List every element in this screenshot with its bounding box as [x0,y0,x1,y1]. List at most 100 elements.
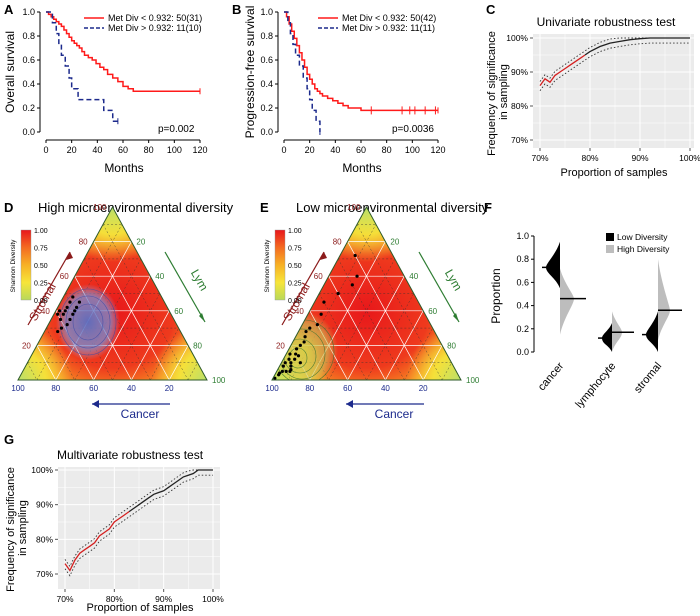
y-axis-label: Frequency of significance in sampling [5,464,29,592]
confidence-band-lower [539,42,690,91]
x-tick-label: 60 [118,145,128,155]
sample-point [296,354,301,358]
stromal-tick-label: 60 [60,272,69,281]
sample-point [59,326,64,330]
lym-tick-label: 100 [212,376,226,385]
ternary-fill [272,207,461,380]
x-tick-label: 40 [330,145,340,155]
legend-swatch-high [606,245,614,253]
lym-tick-label: 60 [174,307,183,316]
legend-tick-label: 0.00 [288,298,302,305]
y-tick-label: 0.0 [22,127,35,137]
y-axis-label: Frequency of significance in sampling [486,28,510,156]
y-axis-label-line: Frequency of significance [486,31,498,156]
corner-glow-right [406,325,461,380]
x-tick-label: 120 [192,145,207,155]
cancer-tick-label: 20 [165,384,174,393]
ternary-grid-line [93,276,151,380]
diversity-legend: Shannon Diversity 1.00 0.75 0.50 0.25 0.00 [264,228,302,305]
panel-letter: F [484,200,492,215]
legend-label: Low Diversity [617,232,668,242]
x-axis-label: Months [104,161,143,175]
y-tick-label: 0.4 [516,301,529,311]
fit-curve-red [64,511,130,572]
panel-letter: B [232,2,241,17]
sample-point [283,361,287,365]
confidence-band-lower [64,474,213,577]
fit-curve-black [128,469,213,513]
legend-label: Met Div < 0.932: 50(42) [342,13,436,23]
y-tick-label: 100% [506,33,528,43]
sample-point [298,361,302,365]
stromal-arrow-head [320,252,327,260]
y-tick-label: 70% [36,569,53,579]
legend: Met Div < 0.932: 50(42) Met Div > 0.932:… [318,13,436,33]
x-tick-label: 80% [106,594,123,604]
stromal-tick-label: 20 [276,341,285,350]
survival-curve-low-div [46,11,200,92]
lym-axis-label: Lym [188,267,211,293]
y-axis-label-line: in sampling [498,64,510,120]
sample-point [77,300,82,304]
y-tick-label: 1.0 [260,7,273,17]
cancer-arrow-head [346,400,353,408]
cancer-axis-label: Cancer [375,407,414,421]
y-tick-label: 0.2 [22,103,35,113]
y-tick-label: 1.0 [516,231,529,241]
lym-tick-label: 20 [136,238,145,247]
legend-tick-label: 0.75 [288,246,302,253]
lym-arrow-head [199,313,205,322]
ternary-minor-grid [102,224,189,380]
x-tick-label: 70% [56,594,73,604]
sample-point [284,369,288,373]
ternary-minor-grid [328,258,396,380]
sample-point [68,300,72,304]
sample-point [322,300,326,304]
legend-tick-label: 0.25 [34,281,48,288]
survival-curve-high-div [284,11,321,132]
y-tick-label: 0.6 [516,277,529,287]
ternary-minor-grid [27,362,38,380]
sample-point [315,323,319,327]
sample-point [57,309,62,313]
density-contour [65,295,111,349]
ternary-minor-grid [187,362,198,380]
x-tick-label: 0 [281,145,286,155]
cancer-tick-label: 100 [11,384,25,393]
lym-tick-label: 40 [155,272,164,281]
x-axis-label: Proportion of samples [561,167,668,179]
x-tick-label: 100 [405,145,420,155]
stromal-tick-label: 20 [22,341,31,350]
stromal-axis-arrow [281,251,325,326]
stromal-tick-label: 100 [347,203,361,212]
x-tick-label: 20 [67,145,77,155]
cancer-tick-label: 80 [51,384,60,393]
sample-point [294,347,299,351]
ternary-minor-grid [319,293,367,380]
sample-point [71,295,75,299]
sample-point [68,317,72,322]
sample-point [65,323,69,327]
violin-low-diversity [546,241,560,289]
x-tick-label: 100 [167,145,182,155]
sample-point [353,253,357,258]
legend: Low Diversity High Diversity [606,232,670,254]
sample-point [308,326,312,330]
sample-point [350,283,354,287]
ternary-grid-line [131,310,170,380]
sample-point [336,291,340,296]
ternary-minor-grid [337,258,405,380]
y-axis-label-line: in sampling [17,500,29,556]
x-axis-label: Months [342,161,381,175]
stromal-tick-label: 60 [314,272,323,281]
confidence-band-upper [64,469,213,568]
legend: Met Div < 0.932: 50(31) Met Div > 0.932:… [84,13,202,33]
fit-curve-red [539,54,586,86]
y-tick-label: 0.8 [22,31,35,41]
chart-title: Low microenvironmental diversity [296,200,489,215]
stromal-tick-label: 40 [295,307,304,316]
ternary-minor-grid [150,328,179,380]
p-value: p=0.002 [158,124,195,135]
y-tick-label: 80% [511,101,528,111]
